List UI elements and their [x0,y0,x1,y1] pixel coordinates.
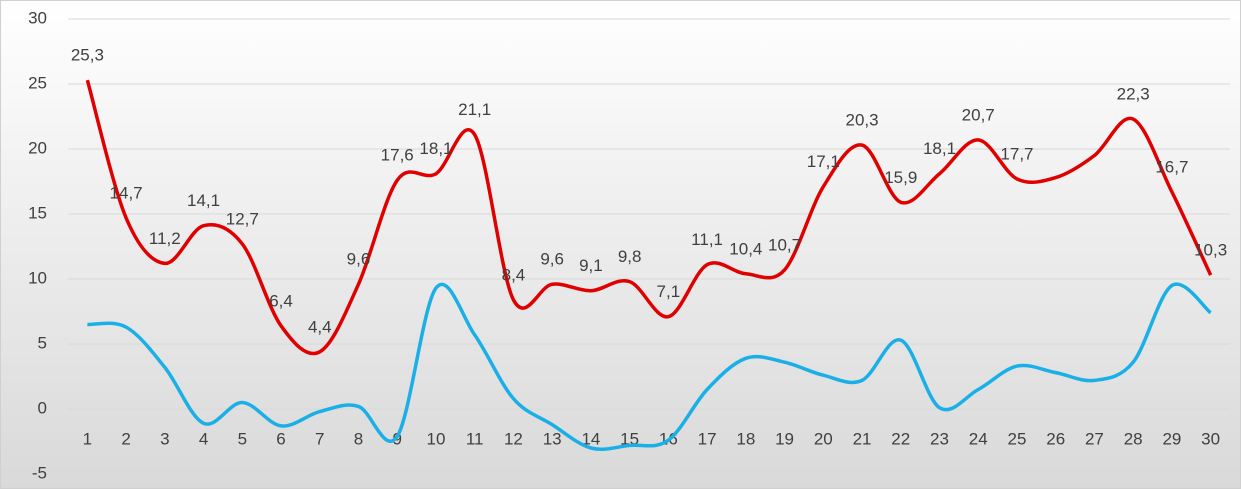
x-tick-label: 27 [1085,429,1104,448]
data-label: 14,1 [187,191,220,210]
data-label: 16,7 [1155,157,1188,176]
x-tick-label: 18 [736,429,755,448]
data-label: 21,1 [458,100,491,119]
x-tick-label: 24 [969,429,988,448]
x-tick-label: 21 [853,429,872,448]
x-tick-label: 3 [160,429,169,448]
x-tick-label: 5 [238,429,247,448]
data-label: 9,8 [618,247,642,266]
data-label: 7,1 [657,282,681,301]
y-tick-label: 0 [38,398,47,417]
data-label: 9,6 [347,250,371,269]
y-tick-label: -5 [32,463,47,482]
data-label: 12,7 [226,209,259,228]
y-tick-label: 30 [28,8,47,27]
data-label: 20,3 [845,111,878,130]
x-tick-label: 23 [930,429,949,448]
data-label: 11,2 [149,229,181,248]
x-tick-label: 7 [315,429,324,448]
data-label: 15,9 [884,168,917,187]
data-label: 9,1 [579,256,603,275]
series-line [87,282,1212,451]
data-label: 20,7 [962,105,995,124]
x-tick-label: 2 [121,429,130,448]
x-tick-label: 11 [466,429,484,448]
y-tick-label: 15 [28,203,47,222]
x-tick-label: 8 [354,429,363,448]
data-label: 14,7 [110,183,143,202]
x-tick-label: 25 [1008,429,1027,448]
x-tick-label: 13 [543,429,562,448]
x-tick-label: 19 [775,429,794,448]
data-label: 10,4 [729,239,762,258]
data-label: 22,3 [1117,85,1150,104]
x-tick-label: 6 [276,429,285,448]
data-label: 18,1 [923,139,956,158]
data-label: 11,1 [691,230,723,249]
data-label: 10,3 [1194,241,1227,260]
x-tick-label: 4 [199,429,208,448]
y-tick-label: 25 [28,73,47,92]
x-tick-label: 1 [83,429,92,448]
data-label: 4,4 [308,317,332,336]
data-label: 18,1 [419,139,452,158]
data-label: 17,6 [381,146,414,165]
x-tick-label: 17 [698,429,717,448]
y-tick-label: 20 [28,138,47,157]
data-label: 17,7 [1000,144,1033,163]
series-line [85,79,1213,356]
y-tick-label: 10 [28,268,47,287]
x-tick-label: 10 [427,429,446,448]
x-tick-label: 29 [1162,429,1181,448]
x-tick-label: 20 [814,429,833,448]
x-tick-label: 30 [1201,429,1220,448]
x-tick-label: 28 [1124,429,1143,448]
data-label: 10,7 [768,235,801,254]
data-label: 17,1 [807,152,840,171]
data-label: 8,4 [502,265,526,284]
x-tick-label: 26 [1046,429,1065,448]
data-label: 25,3 [71,46,104,65]
x-tick-label: 12 [504,429,523,448]
y-tick-label: 5 [38,333,47,352]
data-label: 9,6 [540,250,564,269]
x-tick-label: 14 [581,429,600,448]
x-tick-label: 22 [891,429,910,448]
data-label: 6,4 [269,291,293,310]
